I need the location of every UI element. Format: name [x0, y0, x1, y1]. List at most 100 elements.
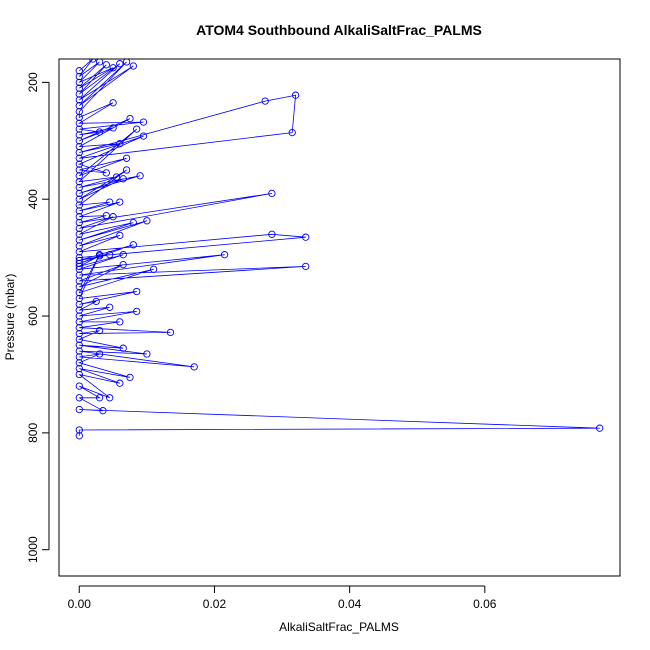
data-point [75, 213, 83, 221]
data-point [116, 318, 124, 326]
data-point [75, 262, 83, 271]
data-point [75, 207, 83, 215]
data-point [116, 140, 124, 148]
data-point [99, 407, 107, 415]
data-point [75, 370, 83, 379]
data-point [75, 183, 83, 192]
data-point [288, 128, 296, 137]
data-point [75, 341, 83, 349]
data-point [75, 201, 83, 209]
data-point [75, 312, 83, 320]
data-point [261, 97, 269, 105]
data-point [119, 175, 127, 183]
data-point [122, 166, 131, 174]
y-axis: 200 400 600 800 1000 [26, 72, 50, 563]
data-point [133, 307, 141, 316]
data-point [75, 148, 83, 157]
data-point [92, 297, 100, 306]
data-point [95, 394, 104, 402]
y-tick-label: 400 [26, 189, 40, 209]
data-point [106, 198, 114, 206]
data-point [75, 359, 83, 367]
data-point [75, 300, 83, 309]
data-point [109, 64, 117, 72]
data-point [75, 166, 83, 174]
data-point [75, 230, 83, 238]
data-point [268, 230, 276, 238]
data-point [129, 218, 137, 227]
data-point [129, 241, 137, 249]
data-point [75, 102, 83, 110]
data-point [119, 260, 127, 269]
x-tick-label: 0.06 [473, 597, 497, 611]
data-point [95, 251, 104, 259]
data-point [143, 217, 151, 225]
data-point [75, 253, 83, 262]
data-point [75, 426, 83, 434]
data-point [139, 132, 148, 140]
data-point [95, 128, 104, 136]
data-point [75, 259, 83, 268]
data-point [190, 363, 198, 371]
data-point [75, 90, 83, 98]
data-point [126, 373, 134, 382]
data-point [95, 326, 104, 335]
data-point [75, 236, 83, 244]
data-point [291, 91, 300, 99]
x-axis: 0.00 0.02 0.04 0.06 [68, 585, 497, 611]
data-point [220, 251, 229, 259]
data-point [109, 124, 117, 132]
data-point [149, 265, 158, 273]
plot-frame [58, 58, 621, 577]
data-point [139, 118, 148, 126]
data-point [75, 324, 83, 332]
data-point [75, 96, 83, 104]
data-point [75, 248, 83, 256]
x-axis-label: AlkaliSaltFrac_PALMS [279, 620, 399, 634]
data-point [75, 160, 83, 168]
data-point [75, 125, 83, 133]
data-point [75, 335, 83, 344]
data-point [302, 262, 310, 271]
plot-area [75, 59, 604, 440]
data-point [116, 198, 124, 206]
data-point [75, 154, 83, 162]
data-point [75, 306, 83, 314]
data-point [75, 382, 83, 390]
data-point [75, 137, 83, 145]
data-point [75, 265, 83, 273]
data-point [75, 218, 83, 227]
y-tick-label: 800 [26, 423, 40, 443]
data-point [75, 283, 83, 291]
y-tick-label: 600 [26, 306, 40, 326]
data-point [75, 78, 83, 87]
data-point [75, 178, 83, 186]
data-point [136, 172, 144, 180]
data-point [122, 59, 131, 66]
data-point [75, 329, 83, 338]
data-point [75, 84, 83, 92]
data-point [75, 142, 83, 151]
data-point [75, 256, 83, 265]
chart-title: ATOM4 Southbound AlkaliSaltFrac_PALMS [196, 22, 482, 38]
data-point [75, 347, 83, 355]
data-point [109, 213, 117, 221]
data-point [102, 211, 110, 220]
data-point [106, 303, 114, 311]
data-point [75, 72, 83, 81]
data-point [302, 233, 310, 241]
data-point [102, 61, 110, 69]
data-point [133, 287, 141, 296]
data-point [75, 224, 83, 233]
data-point [112, 173, 121, 181]
data-point [75, 353, 83, 361]
data-point [75, 189, 83, 198]
data-point [116, 60, 124, 68]
y-axis-label: Pressure (mbar) [3, 274, 17, 361]
data-point [119, 251, 127, 259]
data-point [596, 424, 604, 432]
data-point [75, 364, 83, 373]
data-point [129, 62, 137, 70]
data-point [75, 271, 83, 279]
